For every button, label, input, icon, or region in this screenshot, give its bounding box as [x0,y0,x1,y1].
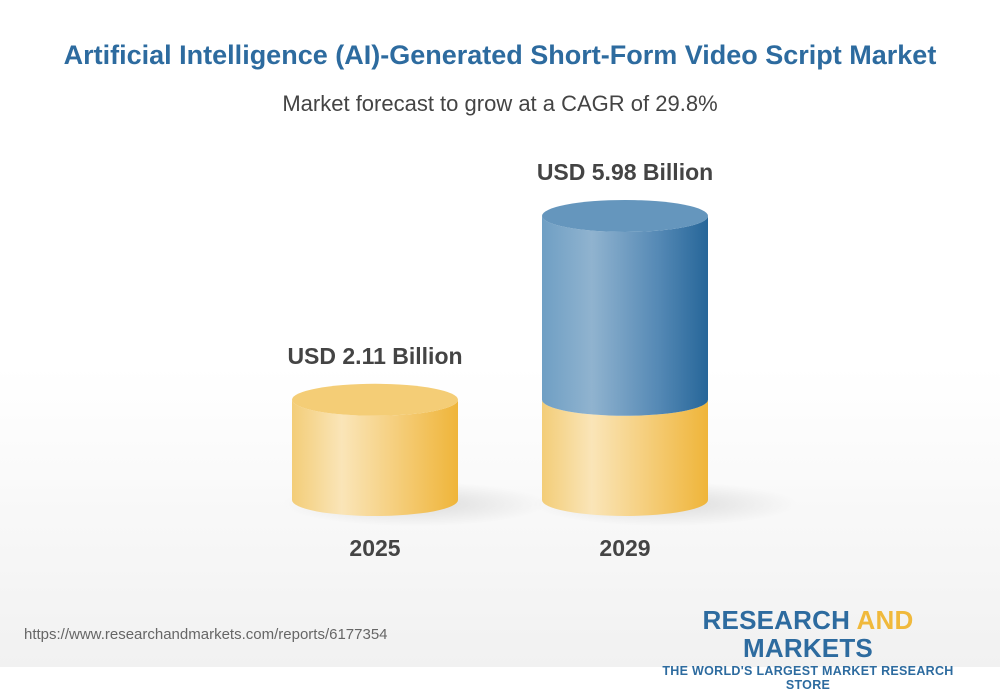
source-url[interactable]: https://www.researchandmarkets.com/repor… [24,626,388,643]
logo-text-markets: MARKETS [743,633,873,663]
cylinder-top [542,199,708,232]
chart-title: Artificial Intelligence (AI)-Generated S… [63,40,937,70]
cylinder-base-segment [292,399,458,516]
chart-subtitle: Market forecast to grow at a CAGR of 29.… [282,91,718,116]
logo-tagline: THE WORLD'S LARGEST MARKET RESEARCH STOR… [662,664,954,692]
data-label: USD 5.98 Billion [537,159,713,185]
cylinder-growth-segment [542,215,708,416]
cylinder-chart: USD 2.11 Billion 2025 USD 5.98 Billion 2029 [282,159,798,561]
cylinder-top [292,383,458,416]
data-label: USD 2.11 Billion [287,343,462,369]
category-label: 2029 [599,535,650,561]
cylinder-base-segment [542,399,708,516]
research-and-markets-logo: RESEARCH AND MARKETS THE WORLD'S LARGEST… [640,606,976,692]
logo-text-and: AND [856,605,914,635]
logo-text-research: RESEARCH [702,605,857,635]
category-label: 2025 [349,535,400,561]
